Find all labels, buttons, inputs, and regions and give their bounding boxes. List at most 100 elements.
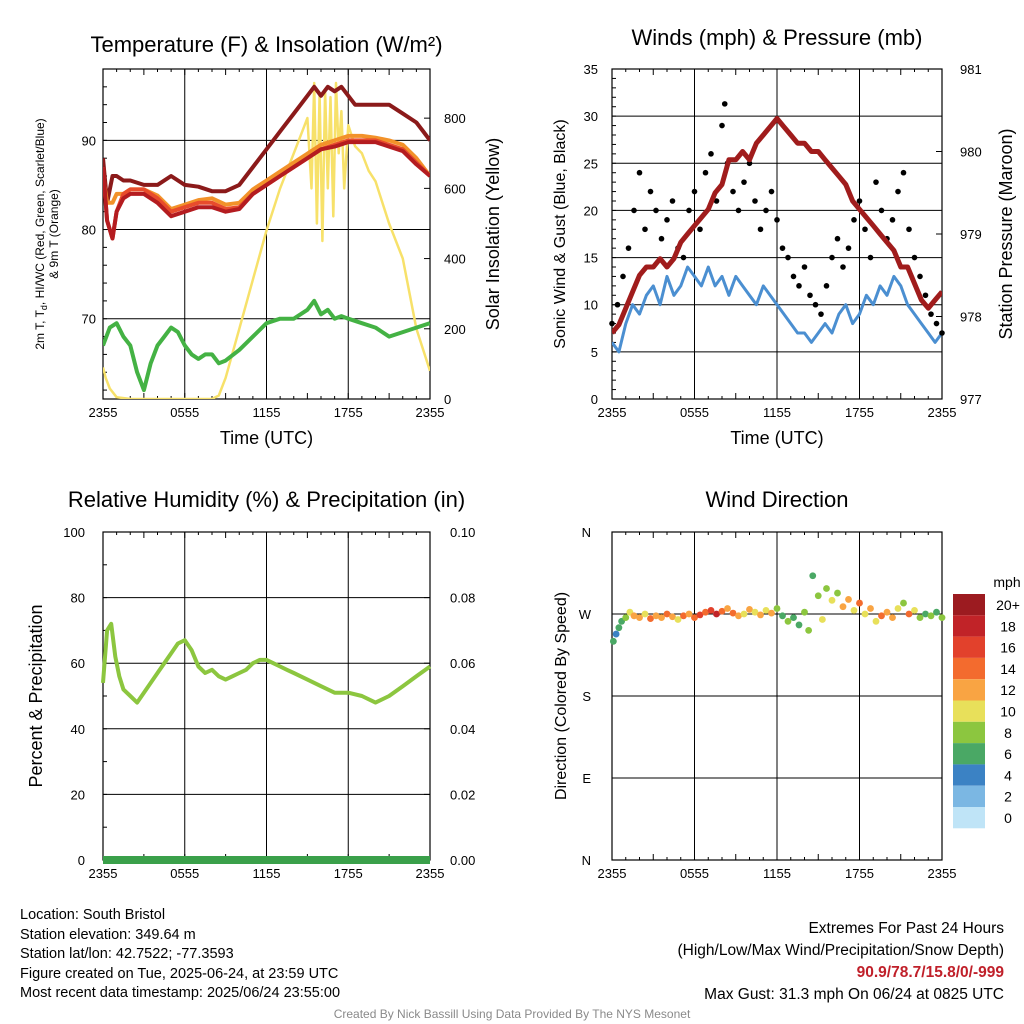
colorbar-label: 6	[1004, 746, 1012, 762]
direction-point	[828, 596, 836, 604]
colorbar-swatch	[953, 657, 985, 680]
gust-point	[807, 292, 813, 299]
direction-point	[922, 610, 929, 618]
gust-point	[708, 151, 714, 157]
gust-point	[697, 226, 703, 233]
direction-point	[691, 614, 698, 622]
gust-point	[686, 207, 692, 214]
x-tick-label: 0555	[680, 866, 709, 881]
extremes-title: Extremes For Past 24 Hours	[808, 920, 1004, 937]
x-tick-label: 1755	[845, 866, 874, 881]
x-tick-label: 2355	[89, 405, 118, 420]
panel-4: 2355 0555 1155 1755 2355 Wind Direction N E S W N D…	[553, 487, 1021, 881]
y-tick-label: 25	[584, 156, 598, 171]
direction-point	[801, 608, 808, 616]
gust-point	[829, 254, 835, 261]
colorbar-label: 14	[1000, 661, 1016, 677]
direction-point	[647, 615, 654, 622]
direction-point	[724, 605, 731, 612]
y2-tick-label: 978	[960, 310, 982, 325]
y2-tick-label: 400	[444, 252, 466, 267]
extremes-legend: (High/Low/Max Wind/Precipitation/Snow De…	[677, 942, 1005, 959]
colorbar-label: 8	[1004, 725, 1012, 741]
recent-timestamp: Most recent data timestamp: 2025/06/24 2…	[20, 985, 341, 1001]
y-tick-label: 30	[584, 109, 598, 124]
direction-point	[663, 610, 671, 618]
x-tick-label: 2355	[89, 866, 118, 881]
direction-point	[685, 610, 693, 618]
gust-point	[614, 301, 621, 308]
direction-point	[872, 617, 880, 625]
x-tick-label: 2355	[928, 866, 957, 881]
gust-point	[785, 254, 791, 261]
station-latlon: Station lat/lon: 42.7522; -77.3593	[20, 946, 234, 962]
colorbar-swatch	[953, 594, 985, 616]
gust-point	[790, 273, 797, 280]
y2-axis-label: Solar Insolation (Yellow)	[483, 138, 503, 330]
y-tick-label: 0	[78, 853, 85, 868]
direction-point	[894, 605, 902, 612]
gust-point	[680, 254, 687, 261]
gust-point	[746, 160, 753, 167]
y-tick-label: 15	[584, 251, 598, 266]
gust-point	[768, 188, 775, 195]
direction-point	[856, 599, 863, 607]
direction-point	[740, 610, 748, 618]
gust-point	[851, 217, 857, 223]
figure-created: Figure created on Tue, 2025-06-24, at 23…	[20, 965, 339, 982]
speed-colorbar: mph 20+ 18 16 14 12 10 8 6 4 2 0	[953, 574, 1021, 829]
series-line	[103, 140, 430, 241]
y-tick-label: 80	[71, 591, 85, 606]
colorbar-label: 10	[1000, 704, 1016, 720]
gust-point	[719, 122, 725, 129]
direction-point	[702, 608, 709, 616]
direction-point	[669, 613, 676, 621]
colorbar-label: 16	[1000, 640, 1016, 656]
direction-point	[757, 611, 764, 619]
x-tick-label: 2355	[598, 405, 627, 420]
gust-point	[609, 320, 615, 327]
gust-point	[691, 188, 698, 195]
gust-point	[917, 273, 923, 280]
gust-point	[774, 217, 780, 223]
y-tick-label: 0	[591, 392, 598, 407]
gust-point	[721, 101, 728, 107]
direction-point	[850, 606, 858, 614]
credit-line: Created By Nick Bassill Using Data Provi…	[333, 1007, 691, 1021]
gust-point	[631, 207, 637, 214]
y-tick-label: 20	[584, 203, 598, 218]
colorbar-label: 20+	[996, 597, 1020, 613]
panel-1: 2355 0555 1155 1755 2355 Temperature (F) & In…	[33, 32, 503, 448]
y2-tick-label: 0.00	[450, 853, 475, 868]
direction-point	[746, 606, 753, 613]
colorbar-swatch	[953, 700, 985, 722]
gust-point	[801, 264, 808, 270]
y2-tick-label: 977	[960, 392, 982, 407]
series-line	[103, 81, 430, 399]
colorbar-swatch	[953, 721, 985, 744]
direction-point	[713, 610, 720, 618]
y2-tick-label: 981	[960, 62, 982, 77]
colorbar-label: 0	[1004, 810, 1012, 826]
y2-tick-label: 800	[444, 111, 466, 126]
y2-tick-label: 0.02	[450, 787, 475, 802]
direction-point	[927, 612, 935, 620]
gust-point	[939, 330, 945, 336]
direction-point	[818, 616, 826, 623]
panel-title: Winds (mph) & Pressure (mb)	[632, 25, 923, 50]
direction-point	[861, 610, 869, 618]
x-tick-label: 1155	[253, 405, 281, 420]
gust-point	[862, 226, 868, 233]
panel-3: 2355 0555 1155 1755 2355 Relative Humidity (%…	[26, 487, 475, 881]
gust-point	[642, 226, 648, 233]
gust-point	[741, 179, 747, 185]
direction-point	[784, 617, 792, 625]
colorbar-swatch	[953, 679, 985, 701]
gust-point	[818, 311, 824, 317]
gust-point	[812, 301, 819, 308]
direction-point	[735, 612, 742, 620]
gust-point	[735, 207, 742, 214]
panel-title: Temperature (F) & Insolation (W/m²)	[90, 32, 442, 57]
station-location: Location: South Bristol	[20, 907, 166, 923]
